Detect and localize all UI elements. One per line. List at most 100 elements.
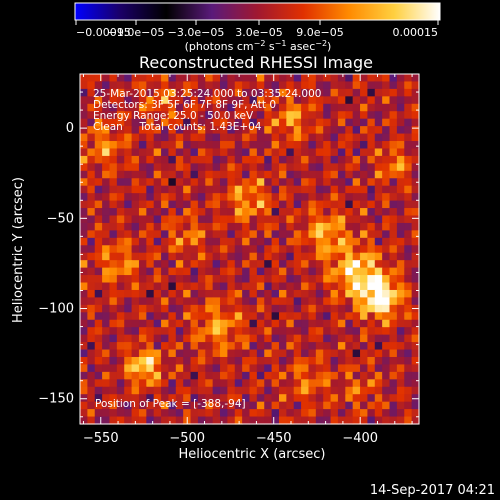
heatmap-pixel (301, 356, 310, 366)
heatmap-pixel (411, 200, 420, 209)
heatmap-pixel (227, 155, 236, 164)
heatmap-pixel (382, 208, 391, 217)
heatmap-pixel (249, 118, 258, 127)
heatmap-pixel (301, 297, 310, 306)
heatmap-pixel (183, 208, 192, 217)
heatmap-pixel (87, 319, 96, 328)
heatmap-pixel (153, 394, 162, 403)
heatmap-pixel (146, 237, 155, 246)
heatmap-pixel (352, 252, 361, 261)
heatmap-pixel (220, 304, 228, 313)
heatmap-pixel (197, 163, 206, 172)
heatmap-pixel (102, 126, 111, 135)
heatmap-pixel (256, 237, 265, 246)
heatmap-pixel (161, 111, 170, 120)
heatmap-pixel (337, 81, 346, 90)
heatmap-pixel (330, 126, 339, 135)
heatmap-pixel (242, 141, 251, 150)
heatmap-pixel (131, 416, 140, 425)
heatmap-pixel (360, 81, 369, 90)
heatmap-pixel (220, 245, 228, 254)
heatmap-pixel (153, 230, 162, 239)
heatmap-pixel (360, 118, 369, 127)
heatmap-pixel (190, 409, 199, 418)
heatmap-pixel (153, 118, 162, 127)
heatmap-pixel (109, 252, 118, 261)
heatmap-pixel (382, 103, 391, 112)
heatmap-pixel (109, 379, 118, 388)
heatmap-pixel (374, 88, 383, 97)
heatmap-pixel (382, 386, 391, 395)
heatmap-pixel (153, 81, 162, 90)
heatmap-pixel (301, 334, 310, 343)
heatmap-pixel (87, 74, 96, 83)
heatmap-pixel (80, 208, 88, 217)
heatmap-pixel (286, 133, 295, 142)
heatmap-pixel (234, 319, 243, 328)
heatmap-pixel (146, 141, 155, 150)
heatmap-pixel (278, 394, 287, 403)
heatmap-pixel (382, 401, 391, 410)
heatmap-pixel (293, 356, 302, 366)
heatmap-pixel (80, 141, 88, 150)
heatmap-pixel (323, 267, 332, 276)
heatmap-pixel (286, 327, 295, 336)
heatmap-pixel (153, 252, 162, 261)
heatmap-pixel (301, 319, 310, 328)
heatmap-pixel (352, 230, 361, 239)
heatmap-pixel (94, 334, 103, 343)
heatmap-pixel (360, 401, 369, 410)
heatmap-pixel (138, 208, 147, 217)
heatmap-pixel (146, 245, 155, 254)
heatmap-pixel (360, 103, 369, 112)
heatmap-pixel (227, 334, 236, 343)
heatmap-pixel (175, 379, 184, 388)
heatmap-pixel (389, 200, 398, 209)
heatmap-pixel (80, 289, 88, 299)
heatmap-pixel (256, 170, 265, 179)
heatmap-pixel (323, 178, 332, 187)
heatmap-pixel (227, 409, 236, 418)
heatmap-pixel (396, 230, 405, 239)
heatmap-pixel (256, 111, 265, 120)
heatmap-pixel (404, 215, 413, 224)
heatmap-pixel (197, 88, 206, 97)
heatmap-pixel (168, 118, 177, 127)
heatmap-pixel (323, 133, 332, 142)
heatmap-pixel (102, 111, 111, 120)
heatmap-pixel (205, 96, 214, 105)
heatmap-pixel (396, 185, 405, 194)
heatmap-pixel (242, 282, 251, 291)
heatmap-pixel (168, 267, 177, 276)
heatmap-pixel (352, 334, 361, 343)
heatmap-pixel (360, 349, 369, 358)
heatmap-pixel (337, 312, 346, 321)
heatmap-pixel (249, 275, 258, 284)
heatmap-pixel (404, 297, 413, 306)
heatmap-pixel (396, 215, 405, 224)
heatmap-pixel (80, 349, 88, 358)
heatmap-pixel (367, 148, 376, 157)
heatmap-pixel (411, 409, 420, 418)
heatmap-pixel (367, 74, 376, 83)
heatmap-pixel (146, 327, 155, 336)
heatmap-pixel (411, 88, 420, 97)
heatmap-pixel (220, 215, 228, 224)
heatmap-pixel (337, 304, 346, 313)
plot-timestamp: 14-Sep-2017 04:21 (370, 483, 495, 498)
heatmap-pixel (227, 260, 236, 269)
heatmap-pixel (396, 133, 405, 142)
heatmap-pixel (315, 185, 324, 194)
heatmap-pixel (345, 74, 354, 83)
heatmap-pixel (411, 386, 420, 395)
heatmap-pixel (153, 185, 162, 194)
heatmap-pixel (352, 133, 361, 142)
heatmap-pixel (80, 401, 88, 410)
heatmap-pixel (138, 163, 147, 172)
heatmap-pixel (205, 185, 214, 194)
heatmap-pixel (138, 342, 147, 351)
heatmap-pixel (337, 252, 346, 261)
heatmap-pixel (124, 118, 133, 127)
heatmap-pixel (249, 81, 258, 90)
heatmap-pixel (360, 155, 369, 164)
